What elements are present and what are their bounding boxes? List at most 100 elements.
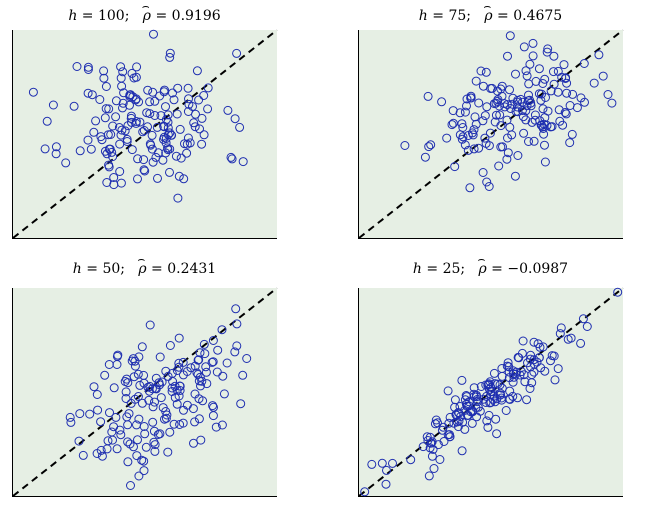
data-point bbox=[519, 128, 529, 138]
data-point bbox=[527, 117, 537, 127]
data-point bbox=[201, 362, 211, 372]
data-point bbox=[232, 48, 242, 58]
data-point bbox=[481, 67, 491, 77]
data-point bbox=[48, 100, 58, 110]
data-point bbox=[483, 380, 493, 390]
data-point bbox=[219, 389, 229, 399]
data-point bbox=[139, 456, 149, 466]
data-point bbox=[151, 384, 161, 394]
data-point bbox=[201, 367, 211, 377]
data-point bbox=[447, 120, 457, 130]
data-point bbox=[235, 122, 245, 132]
data-point bbox=[100, 370, 110, 380]
data-point bbox=[549, 51, 559, 61]
data-point bbox=[104, 160, 114, 170]
data-point bbox=[530, 110, 540, 120]
data-point bbox=[553, 66, 563, 76]
data-point bbox=[148, 87, 158, 97]
data-point bbox=[492, 429, 502, 439]
data-point bbox=[598, 71, 608, 81]
data-point bbox=[473, 402, 483, 412]
data-point bbox=[102, 178, 112, 187]
data-point bbox=[469, 144, 479, 154]
data-point bbox=[420, 152, 430, 162]
data-point bbox=[530, 115, 540, 125]
data-point bbox=[163, 117, 173, 127]
data-point bbox=[140, 429, 150, 439]
plot-area bbox=[358, 29, 624, 239]
panel-title: h = 25; ρ = −0.0987 bbox=[358, 252, 623, 277]
data-point bbox=[192, 368, 202, 378]
data-point bbox=[131, 95, 141, 105]
data-point bbox=[134, 97, 144, 107]
data-point bbox=[192, 66, 202, 76]
scatter-svg bbox=[358, 29, 624, 239]
data-point bbox=[455, 130, 465, 140]
data-point bbox=[176, 153, 186, 163]
data-point bbox=[236, 399, 246, 409]
data-point bbox=[106, 130, 116, 139]
data-point bbox=[478, 81, 488, 91]
data-point bbox=[539, 119, 549, 129]
data-point bbox=[576, 338, 586, 348]
data-point bbox=[531, 76, 541, 86]
data-point bbox=[118, 103, 127, 113]
data-point bbox=[28, 87, 38, 97]
data-point bbox=[174, 171, 184, 181]
data-point bbox=[427, 451, 437, 461]
data-point bbox=[131, 118, 141, 128]
data-point bbox=[560, 108, 570, 117]
data-point bbox=[479, 394, 489, 404]
data-point bbox=[445, 430, 454, 440]
data-point bbox=[135, 380, 145, 390]
data-point bbox=[175, 386, 185, 395]
data-point bbox=[148, 157, 158, 167]
data-point bbox=[159, 87, 169, 97]
data-point bbox=[104, 104, 114, 114]
scatter-svg bbox=[12, 29, 278, 239]
data-point bbox=[482, 102, 492, 112]
data-point bbox=[158, 403, 168, 413]
data-point bbox=[582, 322, 592, 331]
data-point bbox=[400, 141, 410, 150]
data-point bbox=[131, 72, 141, 82]
data-point bbox=[149, 426, 159, 436]
data-point bbox=[555, 329, 565, 339]
data-point bbox=[61, 158, 71, 168]
data-point bbox=[150, 440, 160, 450]
data-point bbox=[185, 138, 195, 148]
reference-line bbox=[358, 287, 624, 497]
data-point bbox=[448, 118, 458, 128]
data-point bbox=[161, 134, 171, 143]
data-point bbox=[115, 139, 125, 149]
data-point bbox=[139, 466, 149, 476]
data-point bbox=[197, 376, 207, 386]
data-point bbox=[496, 84, 506, 94]
data-point bbox=[212, 367, 222, 377]
data-point bbox=[493, 96, 502, 106]
data-point bbox=[230, 347, 240, 357]
data-point bbox=[508, 377, 518, 387]
data-point bbox=[130, 356, 140, 366]
data-point bbox=[69, 101, 79, 111]
data-point bbox=[128, 92, 138, 102]
data-point bbox=[113, 350, 123, 360]
data-point bbox=[484, 410, 494, 420]
data-point bbox=[172, 366, 182, 375]
data-point bbox=[173, 193, 183, 203]
data-point bbox=[469, 389, 479, 399]
data-point bbox=[147, 130, 157, 140]
data-point bbox=[505, 31, 515, 41]
data-point bbox=[139, 370, 149, 380]
data-point bbox=[111, 112, 121, 122]
data-point bbox=[218, 371, 228, 381]
data-point bbox=[406, 455, 416, 465]
data-point bbox=[462, 94, 472, 104]
data-point bbox=[123, 378, 133, 388]
data-point bbox=[497, 364, 507, 373]
data-point bbox=[97, 451, 107, 461]
data-point bbox=[589, 78, 599, 88]
data-point bbox=[42, 116, 52, 126]
data-point bbox=[501, 406, 511, 415]
data-point bbox=[104, 144, 114, 154]
